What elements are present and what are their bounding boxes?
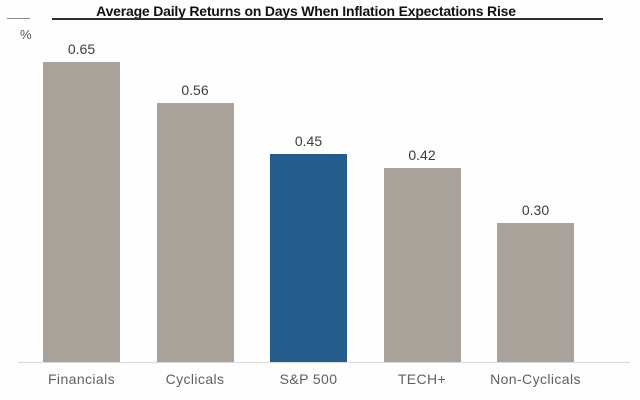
bar-category-label: Cyclicals xyxy=(165,371,225,387)
bar-value-label: 0.56 xyxy=(181,82,209,98)
y-axis-unit-label: % xyxy=(20,27,32,42)
bar-category-label: S&P 500 xyxy=(279,371,338,387)
bar-value-label: 0.42 xyxy=(408,147,436,163)
bar-value-label: 0.45 xyxy=(294,133,323,149)
bar-value-label: 0.65 xyxy=(67,41,96,57)
bar: 0.65 Financials xyxy=(43,41,120,387)
x-axis-line xyxy=(18,362,630,363)
bar-category-label: Financials xyxy=(47,371,116,387)
plot-area: 0.65 Financials 0.56 Cyclicals 0.45 S&P … xyxy=(43,30,580,387)
title-underline xyxy=(52,18,603,20)
chart-title: Average Daily Returns on Days When Infla… xyxy=(96,3,516,19)
bar: 0.45 S&P 500 xyxy=(270,133,347,387)
bar: 0.30 Non-Cyclicals xyxy=(490,202,580,387)
bar: 0.42 TECH+ xyxy=(383,147,461,387)
left-axis-rule xyxy=(7,18,30,19)
bar: 0.56 Cyclicals xyxy=(156,82,234,387)
bar-category-label: TECH+ xyxy=(397,371,447,387)
bar-value-label: 0.30 xyxy=(521,202,550,218)
bar-category-label: Non-Cyclicals xyxy=(490,371,581,387)
